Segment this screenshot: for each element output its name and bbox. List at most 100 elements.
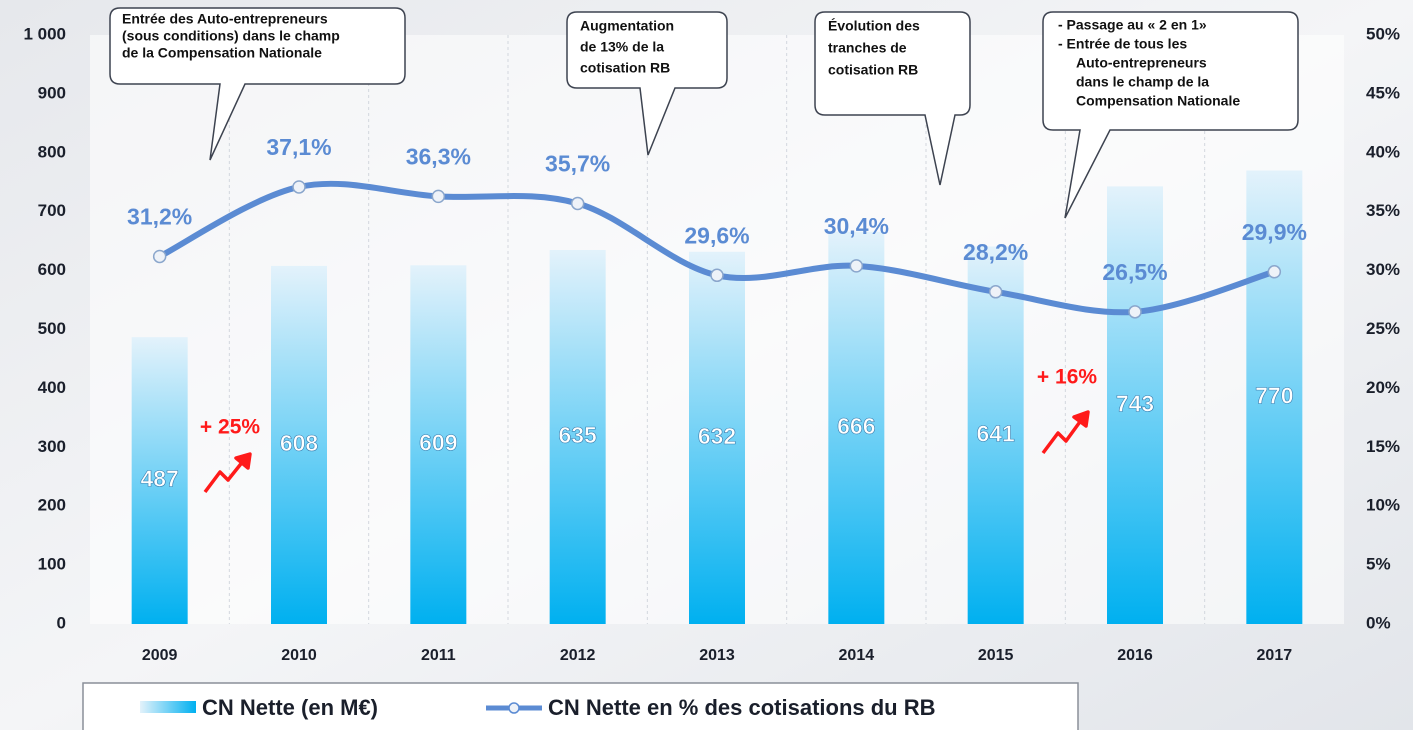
bar: [549, 249, 606, 625]
x-tick-label: 2010: [281, 647, 317, 664]
line-value-label: 28,2%: [963, 239, 1028, 265]
growth-label: + 25%: [200, 416, 260, 439]
plot: [131, 35, 1303, 625]
bar: [689, 251, 745, 624]
callout-text: dans le champ de la: [1076, 74, 1209, 90]
line-value-label: 35,7%: [545, 151, 610, 177]
line-marker: [431, 189, 446, 204]
x-tick-label: 2017: [1257, 647, 1293, 664]
y2-tick-label: 15%: [1366, 437, 1400, 456]
callout-text: Évolution des: [828, 18, 920, 34]
callout-text: Compensation Nationale: [1076, 93, 1240, 109]
callout-text: Auto-entrepreneurs: [1076, 55, 1207, 71]
bar: [967, 246, 1024, 625]
y-tick-label: 300: [38, 437, 66, 456]
callout-text: - Entrée de tous les: [1058, 36, 1187, 52]
bar: [131, 337, 188, 624]
callout-shape: [814, 11, 971, 186]
bar: [828, 231, 885, 624]
y-tick-label: 400: [38, 378, 66, 397]
legend-swatch-marker: [508, 702, 520, 714]
growth-arrow: [1041, 417, 1084, 455]
y-tick-label: 0: [57, 613, 66, 632]
y-tick-label: 100: [38, 555, 66, 574]
y-tick-label: 200: [38, 496, 66, 515]
callout-text: cotisation RB: [580, 60, 670, 76]
callout-text: de la Compensation Nationale: [122, 45, 322, 61]
x-tick-label: 2009: [142, 647, 178, 664]
y2-tick-label: 30%: [1366, 260, 1400, 279]
growth-arrow: [203, 458, 246, 494]
y2-tick-label: 25%: [1366, 319, 1400, 338]
x-tick-label: 2016: [1117, 647, 1153, 664]
callout-text: Augmentation: [580, 18, 674, 34]
x-tick-label: 2015: [978, 647, 1014, 664]
growth-label: + 16%: [1037, 366, 1097, 389]
line-marker: [152, 249, 167, 264]
callout-text: tranches de: [828, 40, 907, 56]
callout-shape: [566, 11, 728, 156]
line-marker: [1128, 305, 1142, 319]
y-tick-label: 600: [38, 260, 66, 279]
bar-value-label: 609: [419, 430, 457, 456]
line-value-label: 29,9%: [1242, 219, 1307, 245]
bar-value-label: 635: [558, 422, 597, 448]
legend-swatch-bar: [140, 701, 196, 713]
y2-tick-label: 10%: [1366, 496, 1400, 515]
callout-text: de 13% de la: [580, 39, 664, 55]
x-tick-label: 2013: [699, 647, 735, 664]
bar: [1107, 186, 1163, 625]
y-tick-label: 900: [38, 83, 66, 102]
bar: [271, 265, 327, 624]
legend-box: [82, 682, 1079, 730]
y-tick-label: 800: [38, 142, 66, 161]
growth-arrow-head: [234, 452, 252, 470]
line-marker: [570, 196, 585, 211]
growth-arrows: [203, 410, 1090, 494]
bar-value-label: 770: [1255, 382, 1293, 408]
x-tick-label: 2011: [421, 647, 456, 664]
y-tick-label: 700: [38, 201, 66, 220]
y2-tick-label: 50%: [1366, 24, 1400, 43]
bar: [1246, 170, 1303, 624]
line-value-label: 30,4%: [824, 213, 889, 239]
y2-tick-label: 0%: [1366, 613, 1391, 632]
y2-tick-label: 35%: [1366, 201, 1400, 220]
callout-shape: [1042, 11, 1299, 219]
line-marker: [292, 180, 306, 194]
x-tick-label: 2014: [839, 647, 875, 664]
legend-label: CN Nette (en M€): [202, 695, 378, 720]
growth-arrow-head: [1072, 410, 1090, 428]
y-tick-label: 500: [38, 319, 66, 338]
y2-tick-label: 40%: [1366, 142, 1400, 161]
callout-text: Entrée des Auto-entrepreneurs: [122, 11, 328, 27]
callout-text: cotisation RB: [828, 62, 918, 78]
bar-value-label: 487: [140, 466, 178, 492]
bar-value-label: 632: [698, 423, 736, 449]
line-marker: [849, 259, 864, 273]
bar-value-label: 608: [280, 430, 319, 456]
x-tick-label: 2012: [560, 647, 596, 664]
legend: CN Nette (en M€) CN Nette en % des cotis…: [82, 682, 1079, 730]
line-marker: [1267, 265, 1282, 279]
legend-label: CN Nette en % des cotisations du RB: [548, 695, 936, 720]
bar: [410, 265, 467, 624]
callout-text: (sous conditions) dans le champ: [122, 28, 340, 44]
line-marker: [710, 268, 724, 283]
y2-tick-label: 20%: [1366, 378, 1400, 397]
callouts: [109, 7, 1299, 219]
y2-tick-label: 45%: [1366, 83, 1400, 102]
line-value-label: 29,6%: [684, 222, 749, 248]
line-value-label: 31,2%: [127, 204, 192, 230]
line-marker: [988, 285, 1003, 299]
line-value-label: 26,5%: [1102, 259, 1167, 285]
bar-value-label: 641: [976, 420, 1015, 446]
line-value-label: 37,1%: [266, 134, 331, 160]
bar-value-label: 743: [1116, 390, 1154, 416]
line-value-label: 36,3%: [406, 143, 471, 169]
y2-tick-label: 5%: [1366, 555, 1391, 574]
y-tick-label: 1 000: [23, 24, 66, 43]
callout-shape: [109, 7, 406, 161]
callout-text: - Passage au « 2 en 1»: [1058, 17, 1207, 33]
